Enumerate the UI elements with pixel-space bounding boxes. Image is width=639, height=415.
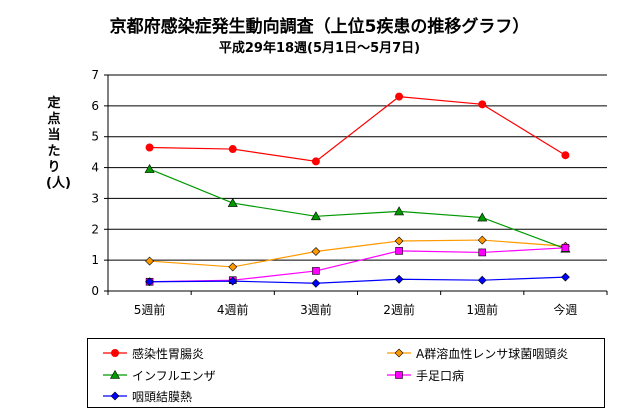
data-point-4-3	[394, 274, 404, 284]
series-0	[145, 92, 570, 166]
legend-swatch-marker-3	[395, 371, 403, 379]
data-point-2-1	[227, 197, 238, 207]
data-point-1-0	[145, 256, 155, 266]
y-tick-label-6: 6	[91, 99, 99, 113]
legend-swatch-3	[387, 371, 411, 379]
x-tick-label-1: 4週前	[217, 302, 249, 317]
data-point-2-4	[477, 212, 488, 222]
chart-subtitle: 平成29年18週(5月1日～5月7日)	[218, 41, 421, 56]
data-point-2-2	[310, 211, 321, 221]
data-point-3-5	[561, 244, 570, 252]
y-tick-label-5: 5	[91, 130, 99, 144]
legend-label-1: A群溶血性レンサ球菌咽頭炎	[416, 346, 569, 361]
legend-item-1: A群溶血性レンサ球菌咽頭炎	[386, 344, 568, 362]
y-tick-label-0: 0	[91, 284, 99, 298]
y-tick-label-4: 4	[91, 161, 99, 175]
series-line-1	[149, 239, 566, 268]
y-tick-label-1: 1	[91, 253, 99, 267]
series-4	[145, 272, 570, 288]
x-tick-label-2: 3週前	[300, 302, 332, 317]
legend-swatch-marker-1	[394, 348, 404, 358]
legend-swatch-4	[103, 391, 127, 401]
data-point-1-4	[477, 235, 487, 245]
x-tick-label-0: 5週前	[134, 302, 166, 317]
data-point-1-3	[394, 236, 404, 246]
series-line-2	[149, 168, 566, 250]
x-tick-label-4: 1週前	[466, 302, 498, 317]
y-tick-label-7: 7	[91, 68, 99, 82]
series-2	[144, 164, 571, 253]
series-line-4	[149, 276, 566, 284]
series-line-0	[149, 95, 566, 163]
data-point-0-3	[395, 92, 404, 101]
legend-swatch-marker-2	[109, 369, 121, 379]
axes: 0 1 2 3 4 5 6 7 5週前 4週前 3週前 2週前 1週前 今週	[91, 68, 608, 317]
data-point-0-2	[311, 157, 320, 166]
data-point-0-5	[561, 151, 570, 160]
data-point-1-1	[228, 262, 238, 272]
legend-item-3: 手足口病	[386, 366, 464, 384]
data-point-4-5	[560, 272, 570, 282]
data-point-3-2	[312, 267, 320, 275]
legend-swatch-2	[103, 369, 127, 379]
x-tick-label-3: 2週前	[383, 302, 415, 317]
chart-title: 京都府感染症発生動向調査（上位5疾患の推移グラフ）	[109, 17, 530, 37]
legend-swatch-1	[387, 348, 411, 358]
legend-swatch-marker-0	[111, 349, 119, 357]
legend-swatch-0	[103, 349, 127, 357]
data-point-4-0	[145, 277, 155, 287]
legend-swatch-marker-4	[110, 391, 120, 401]
legend-item-2: インフルエンザ	[102, 366, 216, 384]
legend-label-2: インフルエンザ	[132, 368, 216, 383]
data-point-2-0	[144, 164, 155, 173]
data-point-4-4	[477, 275, 487, 285]
data-point-4-2	[311, 278, 321, 288]
gridlines	[108, 74, 607, 261]
legend-label-3: 手足口病	[416, 368, 465, 383]
legend-label-4: 咽頭結膜熱	[132, 389, 193, 404]
y-tick-label-2: 2	[91, 222, 99, 236]
series-line-3	[149, 247, 566, 283]
legend: 感染性胃腸炎 A群溶血性レンサ球菌咽頭炎インフルエンザ 手足口病咽頭結膜熱	[87, 338, 605, 408]
data-point-3-4	[478, 248, 487, 257]
data-point-0-4	[478, 100, 487, 109]
series-1	[145, 235, 570, 272]
data-point-1-2	[311, 247, 321, 256]
data-point-0-0	[145, 143, 154, 152]
data-point-0-1	[228, 145, 237, 154]
x-tick-label-5: 今週	[553, 302, 577, 317]
legend-item-0: 感染性胃腸炎	[102, 344, 204, 362]
data-point-4-1	[228, 276, 238, 286]
legend-item-4: 咽頭結膜熱	[102, 387, 192, 405]
series-lines	[144, 92, 571, 288]
data-point-2-3	[394, 206, 405, 216]
y-tick-label-3: 3	[91, 191, 99, 205]
data-point-3-3	[395, 247, 403, 255]
legend-label-0: 感染性胃腸炎	[132, 346, 205, 361]
